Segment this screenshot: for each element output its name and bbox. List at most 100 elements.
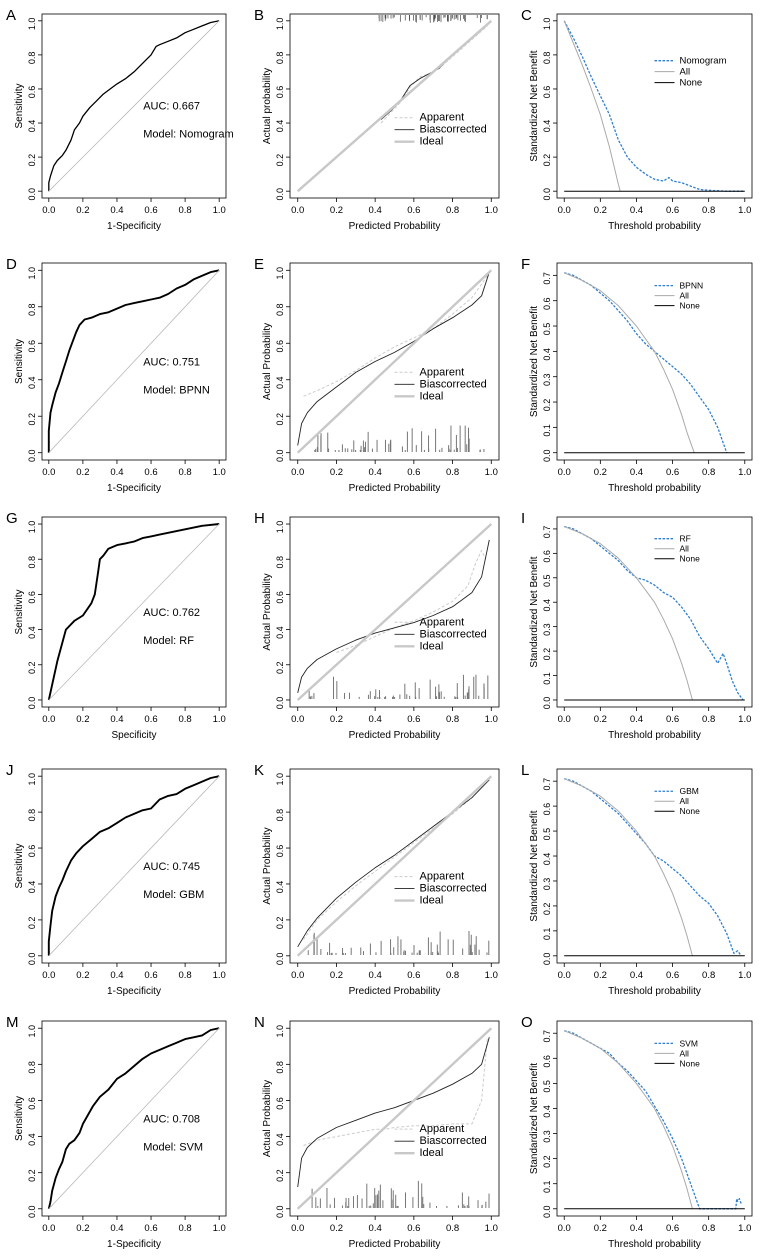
y-tick-label: 0.4 bbox=[27, 1133, 37, 1146]
legend-label: None bbox=[680, 806, 701, 816]
panel-label: N bbox=[254, 1014, 265, 1031]
legend-label: SVM bbox=[680, 1038, 698, 1048]
series-line-rf bbox=[564, 525, 744, 701]
x-tick-label: 1.0 bbox=[485, 970, 498, 981]
legend-label: Apparent bbox=[420, 871, 465, 883]
x-tick-label: 0.2 bbox=[330, 467, 343, 478]
series-line-roc bbox=[47, 269, 220, 453]
x-tick-label: 0.0 bbox=[42, 467, 55, 478]
series-line-roc bbox=[47, 1027, 220, 1210]
y-tick-label: 0.0 bbox=[275, 188, 285, 201]
y-tick-label: 0.0 bbox=[542, 188, 552, 201]
legend-label: Biascorrected bbox=[420, 883, 487, 895]
series-line-all bbox=[564, 1030, 693, 1209]
x-axis-label: Threshold probability bbox=[608, 483, 701, 494]
y-axis-label: Sensitivity bbox=[14, 339, 25, 384]
x-tick-label: 1.0 bbox=[213, 714, 226, 725]
y-tick-label: 0.0 bbox=[275, 953, 285, 966]
panel-e: E 0.0 0.2 0.4 0.6 0.8 1.0 0.0 0.2 0.4 0.6 0.8 1.0 Pre… bbox=[254, 256, 500, 494]
y-tick-label: 0.2 bbox=[275, 662, 285, 675]
x-tick-label: 0.0 bbox=[42, 205, 55, 216]
x-tick-label: 0.4 bbox=[110, 1223, 123, 1234]
plot-frame bbox=[41, 1020, 227, 1217]
x-tick-label: 1.0 bbox=[738, 1223, 751, 1234]
legend-label: Ideal bbox=[420, 1147, 444, 1159]
y-tick-label: 0.2 bbox=[275, 413, 285, 426]
x-axis-label: 1-Specificity bbox=[107, 483, 161, 494]
x-tick-label: 0.4 bbox=[369, 467, 382, 478]
y-axis-label: Standardized Net Benefit bbox=[529, 1063, 540, 1174]
series-line-reference bbox=[48, 270, 220, 453]
y-tick-label: 0.6 bbox=[542, 550, 552, 563]
x-tick-label: 0.0 bbox=[291, 714, 304, 725]
x-tick-label: 0.4 bbox=[630, 714, 643, 725]
y-tick-label: 0.8 bbox=[275, 52, 285, 65]
panel-label: D bbox=[6, 256, 17, 273]
panel-label: G bbox=[6, 510, 18, 527]
x-tick-label: 0.8 bbox=[179, 714, 192, 725]
y-tick-label: 0.2 bbox=[27, 413, 37, 426]
panel-n: N 0.0 0.2 0.4 0.6 0.8 1.0 0.0 0.2 0.4 0.6 0.8 1.0 Pre… bbox=[254, 1014, 500, 1250]
y-tick-label: 0.0 bbox=[27, 953, 37, 966]
series-line-ideal bbox=[296, 1027, 493, 1210]
x-tick-label: 0.4 bbox=[110, 467, 123, 478]
y-tick-label: 0.0 bbox=[542, 1206, 552, 1219]
y-axis-label: Actual Probability bbox=[262, 827, 273, 904]
y-axis-label: Standardized Net Benefit bbox=[529, 810, 540, 921]
x-tick-label: 0.4 bbox=[630, 467, 643, 478]
plot-frame bbox=[41, 262, 227, 461]
panel-l: L 0.0 0.2 0.4 0.6 0.8 1.0 0.0 0.1 0.2 0.3 0.4 0.5 0.6… bbox=[521, 762, 753, 997]
panel-d: D 0.0 0.2 0.4 0.6 0.8 1.0 0.0 0.2 0.4 0.6 0.8 1.0 1-S… bbox=[6, 256, 227, 494]
x-tick-label: 0.8 bbox=[702, 970, 715, 981]
plot-frame bbox=[289, 13, 500, 199]
x-tick-label: 0.0 bbox=[291, 1223, 304, 1234]
plot-frame bbox=[556, 768, 753, 964]
x-tick-label: 0.2 bbox=[594, 970, 607, 981]
series-line-roc bbox=[47, 775, 220, 956]
plot-frame bbox=[556, 262, 753, 461]
x-tick-label: 0.8 bbox=[179, 467, 192, 478]
x-axis-label: Predicted Probability bbox=[349, 221, 441, 232]
x-tick-label: 0.2 bbox=[330, 970, 343, 981]
y-tick-label: 1.0 bbox=[275, 1025, 285, 1038]
x-tick-label: 0.6 bbox=[144, 714, 157, 725]
y-tick-label: 0.2 bbox=[542, 154, 552, 167]
y-axis-label: Actual Probability bbox=[262, 1080, 273, 1157]
y-tick-label: 0.2 bbox=[27, 662, 37, 675]
x-axis-label: Specificity bbox=[111, 730, 156, 741]
x-tick-label: 0.4 bbox=[630, 970, 643, 981]
y-tick-label: 0.7 bbox=[542, 1030, 552, 1043]
x-tick-label: 0.6 bbox=[407, 467, 420, 478]
panel-b: B 0.0 0.2 0.4 0.6 0.8 1.0 0.0 0.2 0.4 0.6 0.8 1.0 Pre… bbox=[254, 7, 500, 232]
x-tick-label: 0.6 bbox=[144, 970, 157, 981]
x-tick-label: 0.2 bbox=[76, 714, 89, 725]
y-tick-label: 0.8 bbox=[27, 556, 37, 569]
y-tick-label: 0.4 bbox=[542, 853, 552, 866]
y-tick-label: 0.8 bbox=[275, 1061, 285, 1074]
auc-annotation: AUC: 0.667 bbox=[143, 101, 200, 113]
panel-label: H bbox=[254, 510, 265, 527]
y-tick-label: 0.6 bbox=[275, 1097, 285, 1110]
panel-g: G 0.0 0.2 0.4 0.6 0.8 1.0 0.0 0.2 0.4 0.6 0.8 1.0 Spe… bbox=[6, 510, 227, 741]
legend-label: All bbox=[680, 796, 690, 806]
series-line-ideal bbox=[296, 269, 493, 454]
panel-label: O bbox=[521, 1014, 533, 1031]
panel-h: H 0.0 0.2 0.4 0.6 0.8 1.0 0.0 0.2 0.4 0.6 0.8 1.0 Pre… bbox=[254, 510, 500, 741]
y-tick-label: 0.7 bbox=[542, 272, 552, 285]
y-tick-label: 0.4 bbox=[27, 376, 37, 389]
y-axis-label: Actual Probability bbox=[262, 573, 273, 650]
panel-label: K bbox=[254, 762, 264, 779]
y-tick-label: 0.4 bbox=[542, 1105, 552, 1118]
y-axis-label: Standardized Net Benefit bbox=[529, 50, 540, 161]
series-line-biascorrected bbox=[297, 271, 490, 446]
y-tick-label: 0.6 bbox=[27, 591, 37, 604]
legend-label: Ideal bbox=[420, 136, 444, 148]
legend-label: Apparent bbox=[420, 616, 465, 628]
legend-label: Ideal bbox=[420, 640, 444, 652]
y-axis-label: Sensitivity bbox=[14, 1096, 25, 1141]
x-tick-label: 0.0 bbox=[291, 970, 304, 981]
x-tick-label: 0.4 bbox=[369, 970, 382, 981]
y-tick-label: 0.5 bbox=[542, 828, 552, 841]
model-annotation: Model: SVM bbox=[143, 1141, 203, 1153]
